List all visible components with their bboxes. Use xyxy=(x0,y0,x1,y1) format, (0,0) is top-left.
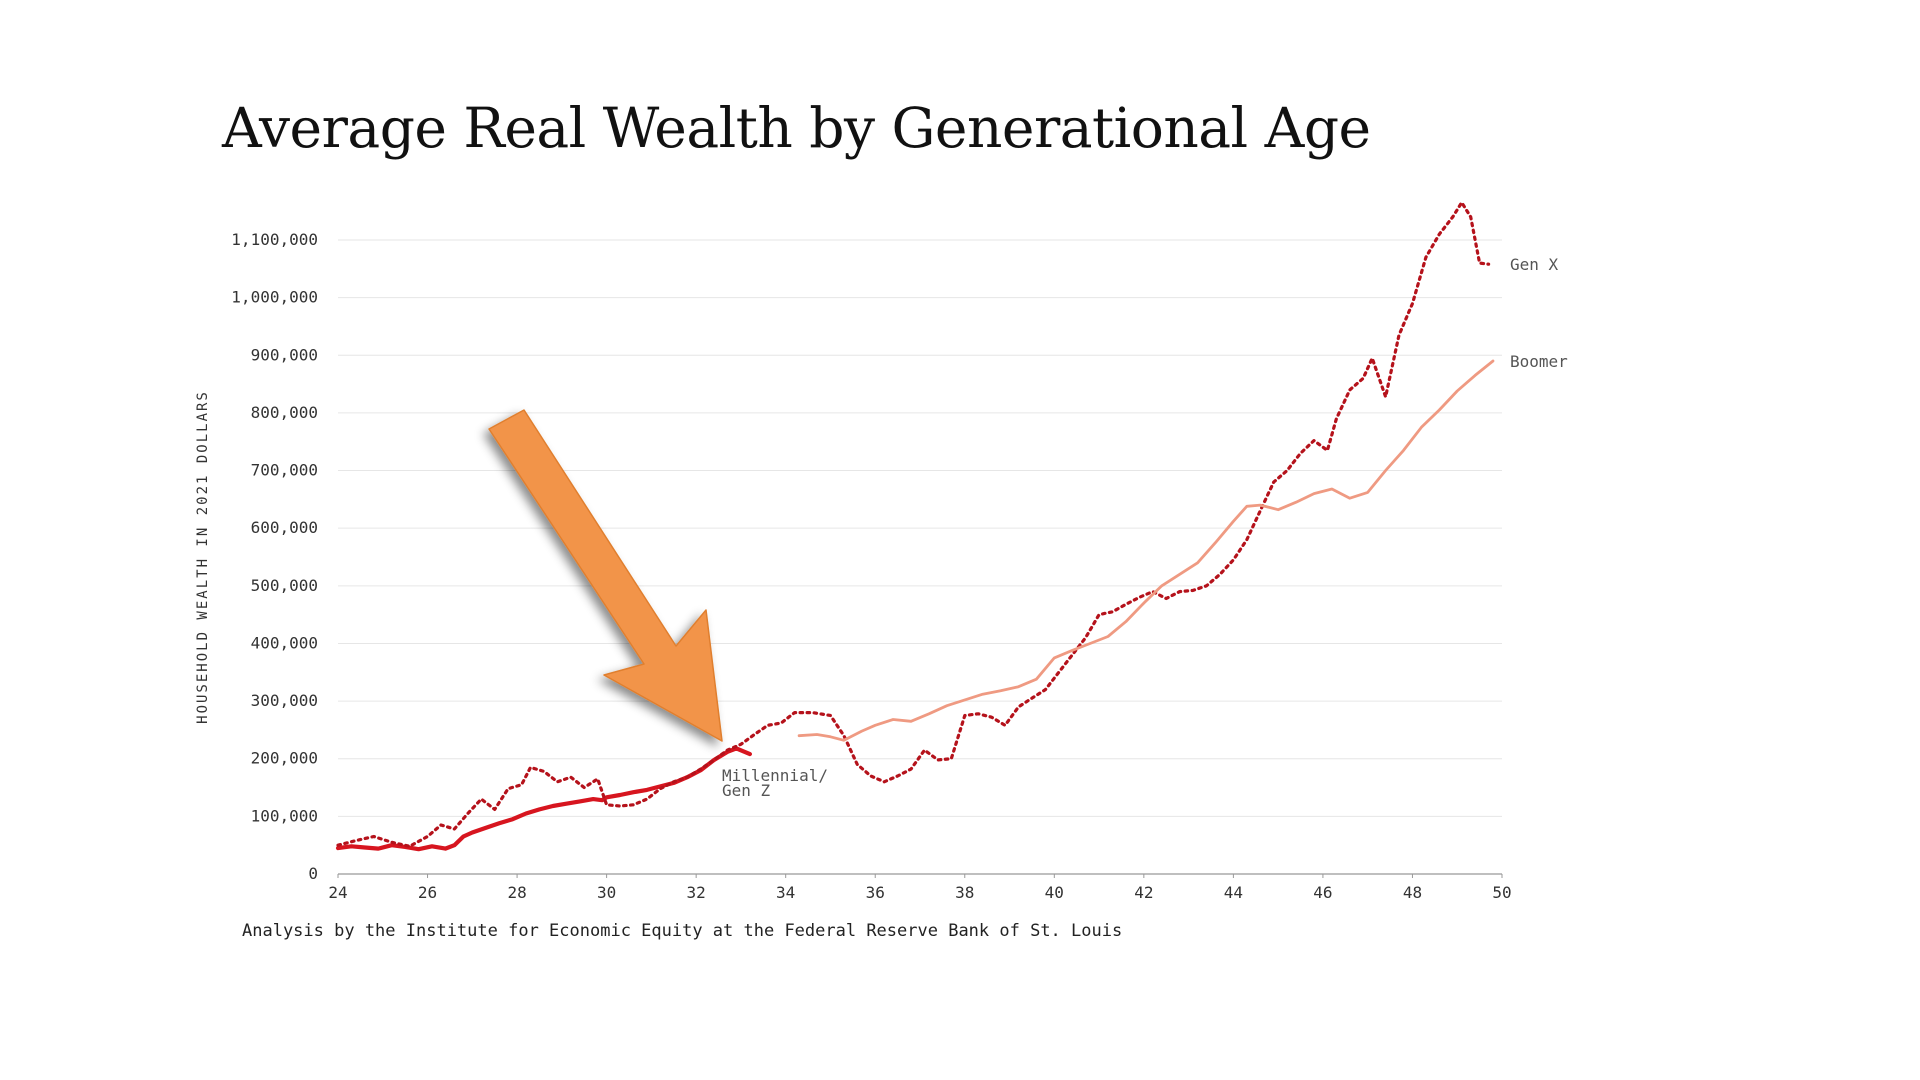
source-note: Analysis by the Institute for Economic E… xyxy=(242,921,1123,941)
x-tick-label: 42 xyxy=(1134,883,1153,902)
grid xyxy=(338,239,1502,817)
x-tick-label: 34 xyxy=(776,883,795,902)
y-tick-label: 200,000 xyxy=(251,749,318,768)
series xyxy=(335,200,1495,852)
chart-title: Average Real Wealth by Generational Age xyxy=(222,96,1371,160)
series-line-millennial-gen-z xyxy=(335,746,752,852)
y-tick-label: 800,000 xyxy=(251,403,318,422)
x-tick-label: 50 xyxy=(1492,883,1511,902)
y-axis-label: HOUSEHOLD WEALTH IN 2021 DOLLARS xyxy=(195,390,211,724)
y-tick-label: 600,000 xyxy=(251,518,318,537)
x-tick-label: 46 xyxy=(1313,883,1332,902)
x-tick-label: 32 xyxy=(687,883,706,902)
y-tick-label: 300,000 xyxy=(251,691,318,710)
orange-arrow-icon xyxy=(488,409,723,742)
y-tick-label: 400,000 xyxy=(251,633,318,652)
series-label-millennial-gen-z: Millennial/Gen Z xyxy=(722,766,828,800)
y-tick-label: 900,000 xyxy=(251,345,318,364)
x-tick-label: 24 xyxy=(328,883,347,902)
x-tick-label: 36 xyxy=(866,883,885,902)
series-line-boomer xyxy=(797,359,1495,742)
x-tick-label: 26 xyxy=(418,883,437,902)
x-tick-label: 38 xyxy=(955,883,974,902)
series-label-gen-x: Gen X xyxy=(1510,255,1559,274)
x-tick-label: 44 xyxy=(1224,883,1243,902)
axes: 0 100,000 200,000 300,000 400,000 500,000 600,… xyxy=(195,230,1512,902)
y-tick-label: 100,000 xyxy=(251,806,318,825)
x-tick-label: 28 xyxy=(507,883,526,902)
labels: Millennial/Gen Z Gen X Boomer xyxy=(722,255,1568,800)
y-tick-label: 0 xyxy=(308,864,318,883)
y-tick-label: 700,000 xyxy=(251,461,318,480)
series-label-line: Boomer xyxy=(1510,352,1568,371)
series-line-gen-x xyxy=(336,200,1491,848)
series-label-line: Gen X xyxy=(1510,255,1559,274)
y-tick-label: 1,000,000 xyxy=(231,288,318,307)
x-tick-label: 30 xyxy=(597,883,616,902)
series-label-line: Gen Z xyxy=(722,781,771,800)
x-tick-label: 48 xyxy=(1403,883,1422,902)
arrow-shape xyxy=(488,409,723,742)
x-tick-label: 40 xyxy=(1045,883,1064,902)
y-tick-label: 1,100,000 xyxy=(231,230,318,249)
series-label-line: Millennial/ xyxy=(722,766,828,785)
y-tick-label: 500,000 xyxy=(251,576,318,595)
series-label-boomer: Boomer xyxy=(1510,352,1568,371)
